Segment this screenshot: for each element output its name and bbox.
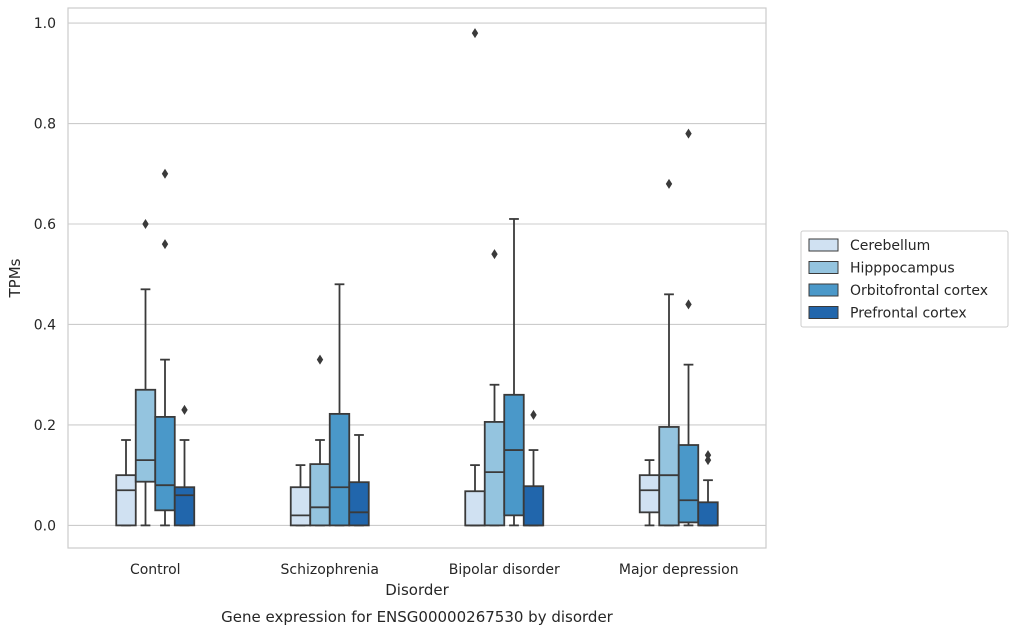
legend-item: Prefrontal cortex	[808, 306, 967, 322]
legend-swatch	[808, 283, 839, 297]
box-body	[154, 415, 176, 512]
box-2-0	[464, 28, 486, 527]
y-tick-labels: 0.0 0.2 0.4 0.6 0.8 1.0	[34, 16, 56, 534]
legend-label: Hipppocampus	[850, 261, 955, 277]
x-axis-title: Disorder	[385, 581, 449, 599]
box-body	[134, 388, 157, 483]
figure-caption: Gene expression for ENSG00000267530 by d…	[221, 608, 614, 626]
box-1-1	[309, 354, 331, 527]
outlier-point	[685, 299, 692, 310]
box-2-2	[503, 218, 525, 527]
box-0-2	[154, 168, 176, 527]
outlier-point	[161, 239, 169, 250]
box-1-2	[328, 283, 351, 527]
y-axis-title: TPMs	[6, 258, 24, 298]
legend-swatch	[808, 261, 839, 274]
legend-item: Hipppocampus	[808, 261, 955, 277]
box-body	[309, 463, 331, 527]
outlier-point	[704, 450, 712, 461]
box-body	[677, 444, 700, 524]
plot-frame	[67, 7, 767, 549]
box-3-1	[658, 178, 680, 527]
box-1-3	[348, 434, 370, 527]
x-tick-labels: Control Schizophrenia Bipolar disorder Majo…	[130, 562, 739, 578]
legend-item: Cerebellum	[808, 238, 930, 254]
box-body	[289, 486, 312, 527]
box-1-0	[289, 464, 312, 527]
y-tick-label: 0.4	[34, 317, 56, 333]
box-0-0	[115, 439, 137, 527]
y-tick-label: 0.6	[34, 217, 56, 233]
box-body	[173, 486, 196, 527]
box-body	[503, 393, 525, 517]
outlier-point	[161, 168, 169, 179]
legend-label: Cerebellum	[850, 238, 930, 254]
legend-frame	[800, 230, 1009, 328]
outlier-point	[704, 455, 712, 466]
outlier-point	[665, 178, 673, 189]
outlier-point	[530, 409, 537, 420]
legend-swatch	[808, 306, 839, 319]
x-tick-label: Bipolar disorder	[449, 562, 560, 578]
box-body	[697, 501, 719, 527]
outlier-point	[685, 128, 692, 139]
y-tick-label: 0.8	[34, 117, 56, 133]
outlier-point	[491, 249, 498, 260]
x-tick-label: Major depression	[619, 562, 739, 578]
box-body	[115, 474, 137, 527]
box-body	[522, 485, 545, 527]
box-3-3	[697, 450, 719, 527]
box-body	[483, 421, 506, 527]
legend-item: Orbitofrontal cortex	[808, 283, 988, 299]
box-body	[658, 426, 680, 527]
box-0-1	[134, 219, 157, 527]
outlier-point	[142, 219, 149, 229]
box-3-2	[677, 128, 700, 527]
legend: Cerebellum Hipppocampus Orbitofrontal cort…	[800, 230, 1009, 328]
y-tick-label: 0.2	[34, 418, 56, 434]
outlier-point	[181, 404, 188, 415]
outlier-point	[316, 354, 324, 365]
box-0-3	[173, 404, 196, 527]
y-tick-label: 1.0	[34, 16, 56, 32]
x-tick-label: Control	[130, 562, 181, 578]
box-body	[464, 490, 486, 527]
legend-swatch	[808, 238, 839, 252]
outlier-point	[471, 28, 479, 39]
legend-label: Prefrontal cortex	[850, 306, 967, 322]
box-2-1	[483, 249, 506, 527]
box-body	[328, 412, 351, 527]
box-2-3	[522, 409, 545, 527]
box-body	[638, 474, 661, 514]
box-body	[348, 481, 370, 527]
box-series-layer	[115, 28, 719, 527]
legend-label: Orbitofrontal cortex	[850, 283, 988, 299]
y-tick-label: 0.0	[34, 518, 56, 534]
x-tick-label: Schizophrenia	[281, 562, 379, 578]
box-3-0	[638, 459, 661, 527]
